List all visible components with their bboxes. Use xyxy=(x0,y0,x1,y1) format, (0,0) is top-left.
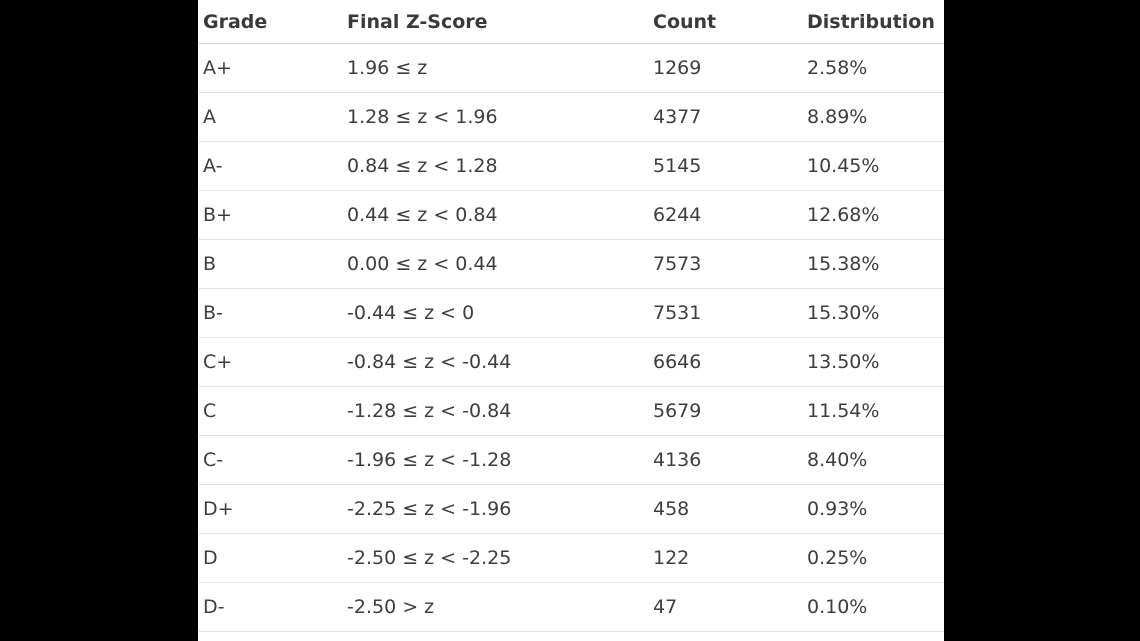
count-cell: 7531 xyxy=(648,288,802,338)
grade-cell: B xyxy=(198,239,341,289)
count-cell: 5145 xyxy=(648,141,802,191)
distribution-cell: 8.40% xyxy=(802,435,944,485)
grade-cell: C xyxy=(198,386,341,436)
table-row: A+ 1.96 ≤ z 1269 2.58% xyxy=(198,43,944,93)
z-score-cell: -1.96 ≤ z < -1.28 xyxy=(341,435,648,485)
grade-cell: D- xyxy=(198,582,341,632)
count-cell: 47 xyxy=(648,582,802,632)
table-row: D- -2.50 > z 47 0.10% xyxy=(198,582,944,632)
z-score-cell: 0.00 ≤ z < 0.44 xyxy=(341,239,648,289)
count-cell: 122 xyxy=(648,533,802,583)
table-row: A- 0.84 ≤ z < 1.28 5145 10.45% xyxy=(198,141,944,191)
table-row: A 1.28 ≤ z < 1.96 4377 8.89% xyxy=(198,92,944,142)
z-score-cell: -2.25 ≤ z < -1.96 xyxy=(341,484,648,534)
z-score-cell: 1.96 ≤ z xyxy=(341,43,648,93)
distribution-cell: 0.10% xyxy=(802,582,944,632)
count-cell: 6244 xyxy=(648,190,802,240)
distribution-cell: 11.54% xyxy=(802,386,944,436)
table-row: D+ -2.25 ≤ z < -1.96 458 0.93% xyxy=(198,484,944,534)
grade-cell: D+ xyxy=(198,484,341,534)
distribution-cell: 10.45% xyxy=(802,141,944,191)
z-score-cell: 0.44 ≤ z < 0.84 xyxy=(341,190,648,240)
table-body: A+ 1.96 ≤ z 1269 2.58% A 1.28 ≤ z < 1.96 4377 8… xyxy=(198,43,944,632)
count-cell: 5679 xyxy=(648,386,802,436)
header-grade: Grade xyxy=(198,0,341,44)
header-final-z-score: Final Z-Score xyxy=(341,0,648,44)
distribution-cell: 15.38% xyxy=(802,239,944,289)
count-cell: 6646 xyxy=(648,337,802,387)
z-score-cell: 0.84 ≤ z < 1.28 xyxy=(341,141,648,191)
grade-cell: A+ xyxy=(198,43,341,93)
distribution-cell: 13.50% xyxy=(802,337,944,387)
table-row: D -2.50 ≤ z < -2.25 122 0.25% xyxy=(198,533,944,583)
distribution-cell: 15.30% xyxy=(802,288,944,338)
z-score-cell: -0.44 ≤ z < 0 xyxy=(341,288,648,338)
z-score-cell: -2.50 > z xyxy=(341,582,648,632)
distribution-cell: 0.93% xyxy=(802,484,944,534)
grade-cell: C+ xyxy=(198,337,341,387)
grade-cell: C- xyxy=(198,435,341,485)
table-row: B 0.00 ≤ z < 0.44 7573 15.38% xyxy=(198,239,944,289)
z-score-cell: 1.28 ≤ z < 1.96 xyxy=(341,92,648,142)
table-row: B- -0.44 ≤ z < 0 7531 15.30% xyxy=(198,288,944,338)
grade-cell: B- xyxy=(198,288,341,338)
count-cell: 458 xyxy=(648,484,802,534)
z-score-cell: -1.28 ≤ z < -0.84 xyxy=(341,386,648,436)
z-score-cell: -0.84 ≤ z < -0.44 xyxy=(341,337,648,387)
distribution-cell: 0.25% xyxy=(802,533,944,583)
grade-cell: A- xyxy=(198,141,341,191)
table-row: C -1.28 ≤ z < -0.84 5679 11.54% xyxy=(198,386,944,436)
table-header-row: Grade Final Z-Score Count Distribution xyxy=(198,0,944,44)
grade-distribution-table: Grade Final Z-Score Count Distribution A… xyxy=(198,0,944,632)
distribution-cell: 2.58% xyxy=(802,43,944,93)
grade-cell: D xyxy=(198,533,341,583)
count-cell: 1269 xyxy=(648,43,802,93)
table-row: B+ 0.44 ≤ z < 0.84 6244 12.68% xyxy=(198,190,944,240)
table-row: C+ -0.84 ≤ z < -0.44 6646 13.50% xyxy=(198,337,944,387)
grade-cell: A xyxy=(198,92,341,142)
header-count: Count xyxy=(648,0,802,44)
count-cell: 7573 xyxy=(648,239,802,289)
grade-table-panel: Grade Final Z-Score Count Distribution A… xyxy=(198,0,944,641)
count-cell: 4377 xyxy=(648,92,802,142)
grade-cell: B+ xyxy=(198,190,341,240)
distribution-cell: 12.68% xyxy=(802,190,944,240)
table-row: C- -1.96 ≤ z < -1.28 4136 8.40% xyxy=(198,435,944,485)
header-distribution: Distribution xyxy=(802,0,944,44)
count-cell: 4136 xyxy=(648,435,802,485)
distribution-cell: 8.89% xyxy=(802,92,944,142)
z-score-cell: -2.50 ≤ z < -2.25 xyxy=(341,533,648,583)
